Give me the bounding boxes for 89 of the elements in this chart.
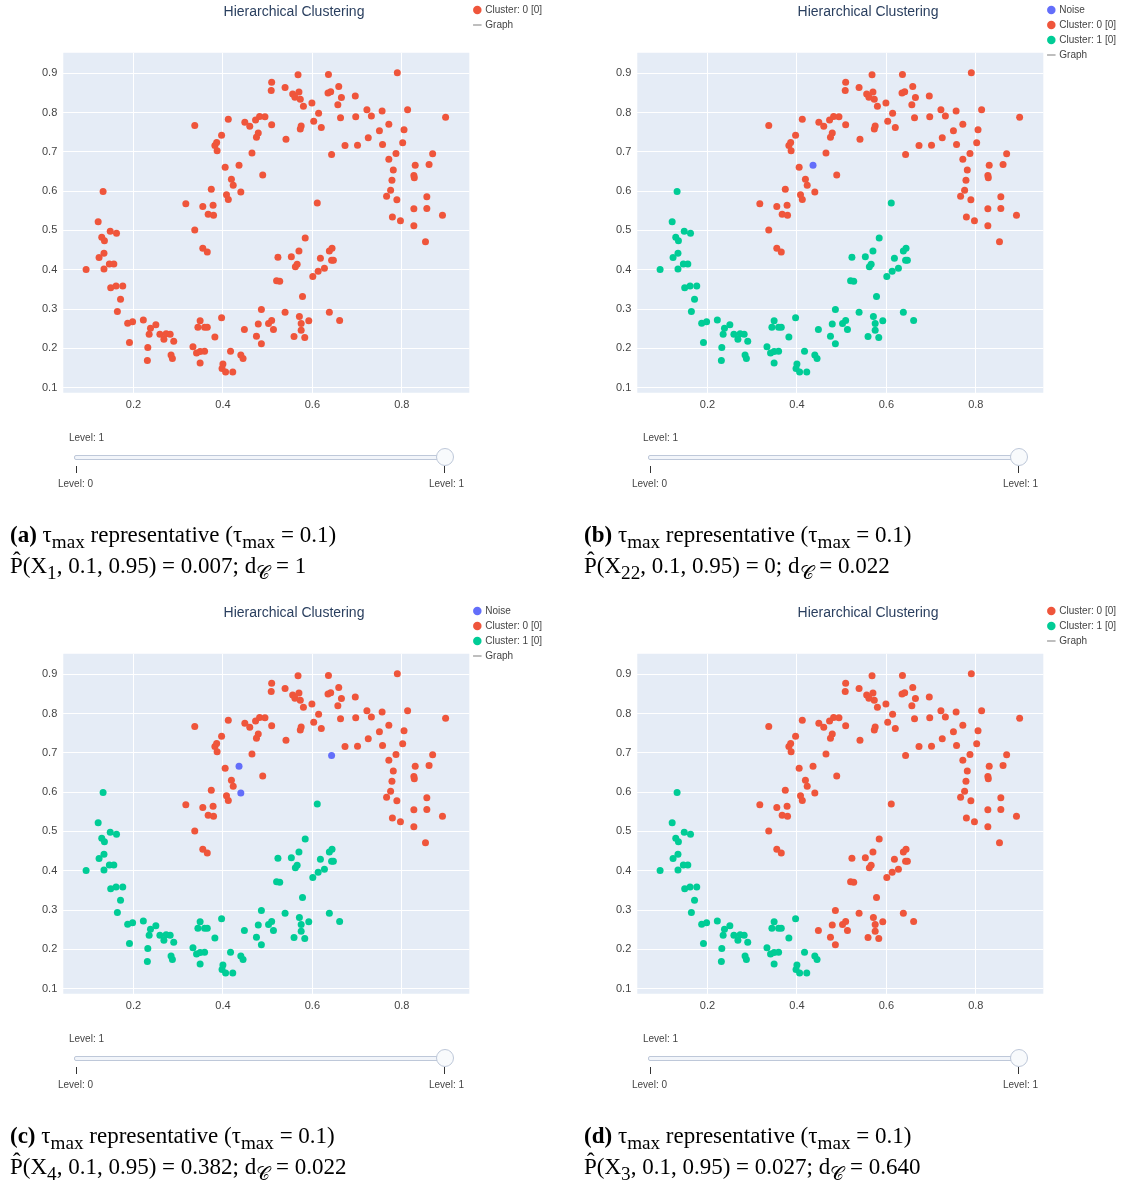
text: (b) τ$_{max}$ representative (τ$_{max}$ = 0.1): [584, 522, 912, 552]
y-tick-label: 0.4: [41, 262, 58, 275]
text: P̂(X$_{1}$, 0.1, 0.95) = 0.007; d$_{𝒞}$ = 1: [10, 553, 307, 584]
y-tick-label: 0.8: [615, 706, 632, 719]
x-tick-label: 0.8: [968, 398, 984, 411]
x-tick-label: 0.4: [215, 398, 231, 411]
text: Level: 0: [58, 1079, 94, 1090]
y-tick-label: 0.1: [615, 981, 632, 994]
text: P̂(X$_{4}$, 0.1, 0.95) = 0.382; d$_{𝒞}$ = 0.022: [10, 1154, 347, 1185]
chart-title: Hierarchical Clustering: [223, 3, 365, 20]
text: Level: 1: [428, 1079, 464, 1090]
legend-label: Cluster: 1 [0]: [1059, 619, 1117, 631]
text: Level: 1: [69, 1033, 105, 1044]
text: P̂(X$_{22}$, 0.1, 0.95) = 0; d$_{𝒞}$ = 0.022: [584, 553, 890, 584]
y-tick-label: 0.4: [615, 863, 632, 876]
y-tick-label: 0.6: [615, 785, 632, 798]
x-tick-label: 0.6: [304, 999, 321, 1012]
y-tick-label: 0.1: [41, 981, 58, 994]
legend-label: Graph: [485, 649, 514, 661]
x-tick-label: 0.6: [304, 398, 321, 411]
y-tick-label: 0.4: [615, 262, 632, 275]
y-tick-label: 0.7: [615, 144, 632, 157]
y-tick-label: 0.2: [615, 942, 632, 955]
y-tick-label: 0.9: [41, 667, 58, 680]
legend-label: Graph: [1059, 634, 1088, 646]
legend-label: Cluster: 1 [0]: [485, 634, 543, 646]
text: Level: 0: [58, 478, 94, 489]
y-tick-label: 0.3: [41, 302, 58, 315]
y-tick-label: 0.5: [41, 223, 58, 236]
y-tick-label: 0.9: [615, 66, 632, 79]
x-tick-label: 0.4: [215, 999, 231, 1012]
x-tick-label: 0.8: [394, 999, 410, 1012]
x-tick-label: 0.4: [789, 999, 805, 1012]
y-tick-label: 0.5: [41, 824, 58, 837]
legend-label: Cluster: 1 [0]: [1059, 33, 1117, 45]
text: Level: 1: [1002, 1079, 1038, 1090]
y-tick-label: 0.6: [615, 184, 632, 197]
y-tick-label: 0.8: [41, 105, 58, 118]
y-tick-label: 0.4: [41, 863, 58, 876]
text: P̂(X$_{3}$, 0.1, 0.95) = 0.027; d$_{𝒞}$ = 0.640: [584, 1154, 921, 1185]
text: (d) τ$_{max}$ representative (τ$_{max}$ = 0.1): [584, 1123, 912, 1153]
legend-label: Graph: [485, 18, 514, 30]
y-tick-label: 0.1: [41, 380, 58, 393]
text: Level: 1: [643, 432, 679, 443]
chart-title: Hierarchical Clustering: [797, 604, 939, 621]
legend-label: Cluster: 0 [0]: [1059, 604, 1117, 616]
x-tick-label: 0.8: [968, 999, 984, 1012]
x-tick-label: 0.8: [394, 398, 410, 411]
y-tick-label: 0.6: [41, 184, 58, 197]
x-tick-label: 0.6: [878, 999, 895, 1012]
y-tick-label: 0.2: [41, 942, 58, 955]
legend-label: Cluster: 0 [0]: [485, 3, 543, 15]
y-tick-label: 0.5: [615, 824, 632, 837]
y-tick-label: 0.3: [615, 302, 632, 315]
y-tick-label: 0.2: [615, 341, 632, 354]
y-tick-label: 0.3: [615, 903, 632, 916]
text: (a) τ$_{max}$ representative (τ$_{max}$ = 0.1): [10, 522, 337, 552]
text: (c) τ$_{max}$ representative (τ$_{max}$ = 0.1): [10, 1123, 335, 1153]
y-tick-label: 0.2: [41, 341, 58, 354]
y-tick-label: 0.7: [41, 745, 58, 758]
y-tick-label: 0.3: [41, 903, 58, 916]
y-tick-label: 0.8: [615, 105, 632, 118]
y-tick-label: 0.7: [615, 745, 632, 758]
x-tick-label: 0.2: [699, 398, 716, 411]
chart-title: Hierarchical Clustering: [223, 604, 365, 621]
text: Level: 1: [428, 478, 464, 489]
y-tick-label: 0.8: [41, 706, 58, 719]
legend-label: Cluster: 0 [0]: [485, 619, 543, 631]
x-tick-label: 0.6: [878, 398, 895, 411]
legend-label: Noise: [485, 604, 512, 616]
legend-label: Cluster: 0 [0]: [1059, 18, 1117, 30]
text: Level: 1: [643, 1033, 679, 1044]
chart-title: Hierarchical Clustering: [797, 3, 939, 20]
y-tick-label: 0.5: [615, 223, 632, 236]
text: Level: 1: [1002, 478, 1038, 489]
legend-label: Graph: [1059, 48, 1088, 60]
x-tick-label: 0.2: [125, 398, 142, 411]
x-tick-label: 0.2: [699, 999, 716, 1012]
y-tick-label: 0.1: [615, 380, 632, 393]
text: Level: 0: [632, 478, 668, 489]
legend-label: Noise: [1059, 3, 1086, 15]
text: Level: 0: [632, 1079, 668, 1090]
text: Level: 1: [69, 432, 105, 443]
x-tick-label: 0.4: [789, 398, 805, 411]
y-tick-label: 0.7: [41, 144, 58, 157]
x-tick-label: 0.2: [125, 999, 142, 1012]
y-tick-label: 0.9: [41, 66, 58, 79]
y-tick-label: 0.9: [615, 667, 632, 680]
y-tick-label: 0.6: [41, 785, 58, 798]
